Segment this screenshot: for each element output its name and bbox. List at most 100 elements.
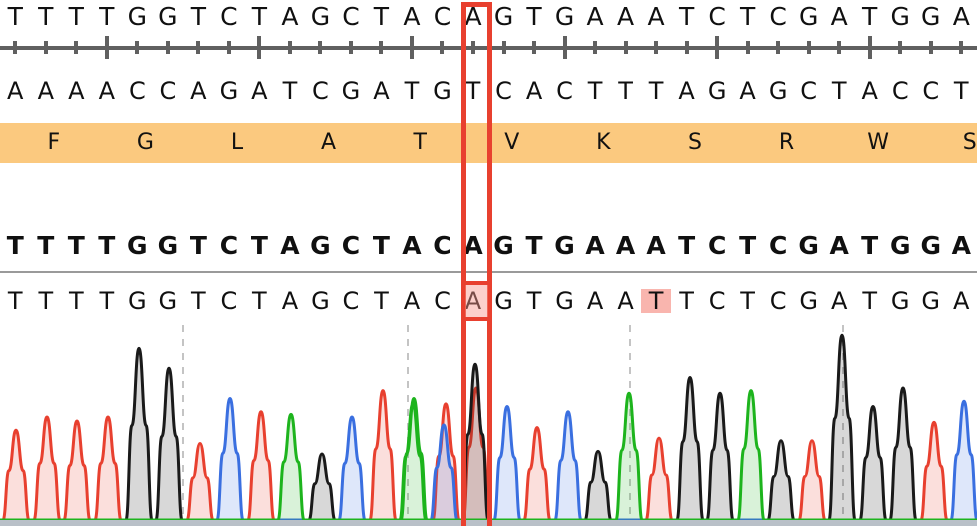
forward-base[interactable]: A <box>830 1 848 31</box>
basecall-base[interactable]: A <box>403 287 421 315</box>
forward-base[interactable]: T <box>862 1 878 31</box>
amino-acid-residue[interactable]: T <box>413 130 427 155</box>
basecall-base[interactable]: T <box>640 289 672 313</box>
consensus-base[interactable]: G <box>798 230 819 260</box>
consensus-base[interactable]: C <box>768 230 788 260</box>
reverse-base[interactable]: C <box>556 77 573 105</box>
reverse-base[interactable]: A <box>251 77 268 105</box>
forward-base[interactable]: A <box>617 1 635 31</box>
consensus-base[interactable]: C <box>219 230 239 260</box>
consensus-base[interactable]: T <box>739 230 757 260</box>
forward-base[interactable]: G <box>310 1 331 31</box>
consensus-base[interactable]: A <box>402 230 422 260</box>
basecall-base[interactable]: T <box>68 287 84 315</box>
consensus-base[interactable]: T <box>37 230 55 260</box>
basecall-base[interactable]: T <box>99 287 115 315</box>
amino-acid-residue[interactable]: A <box>321 130 337 155</box>
basecall-base[interactable]: G <box>158 287 178 315</box>
forward-base[interactable]: T <box>68 1 84 31</box>
forward-base[interactable]: C <box>342 1 360 31</box>
forward-base[interactable]: G <box>554 1 575 31</box>
forward-base[interactable]: T <box>7 1 23 31</box>
reverse-base[interactable]: C <box>312 77 329 105</box>
consensus-base[interactable]: T <box>98 230 116 260</box>
reverse-base[interactable]: A <box>678 77 695 105</box>
consensus-base[interactable]: A <box>951 230 971 260</box>
amino-acid-residue[interactable]: F <box>47 130 61 155</box>
basecall-base[interactable]: C <box>769 287 787 315</box>
forward-base[interactable]: A <box>647 1 665 31</box>
basecall-base[interactable]: T <box>191 287 206 315</box>
reverse-base[interactable]: T <box>648 77 664 105</box>
amino-acid-residue[interactable]: L <box>230 130 244 155</box>
forward-base[interactable]: A <box>586 1 604 31</box>
consensus-base[interactable]: G <box>493 230 514 260</box>
amino-acid-residue[interactable]: R <box>778 130 795 155</box>
consensus-base[interactable]: T <box>372 230 390 260</box>
basecall-base[interactable]: G <box>799 287 818 315</box>
basecall-base[interactable]: G <box>494 287 513 315</box>
basecall-base[interactable]: T <box>679 287 694 315</box>
basecall-base[interactable]: A <box>617 287 634 315</box>
forward-base[interactable]: T <box>373 1 390 31</box>
basecall-base[interactable]: A <box>586 287 604 315</box>
basecall-base[interactable]: T <box>740 287 755 315</box>
forward-base[interactable]: C <box>433 1 452 31</box>
forward-base[interactable]: G <box>798 1 819 31</box>
consensus-base[interactable]: T <box>189 230 207 260</box>
reverse-base[interactable]: A <box>7 77 24 105</box>
consensus-base[interactable]: T <box>250 230 268 260</box>
reverse-base[interactable]: A <box>37 77 54 105</box>
reverse-base[interactable]: T <box>618 77 633 105</box>
consensus-base[interactable]: A <box>280 230 300 260</box>
basecall-base[interactable]: A <box>281 287 299 315</box>
consensus-base[interactable]: A <box>615 230 636 260</box>
reverse-base[interactable]: G <box>433 77 452 105</box>
reverse-base[interactable]: A <box>525 77 543 105</box>
basecall-base[interactable]: A <box>464 287 482 315</box>
forward-base[interactable]: C <box>220 1 238 31</box>
reverse-base[interactable]: C <box>922 77 940 105</box>
basecall-base[interactable]: G <box>555 287 574 315</box>
forward-base[interactable]: C <box>708 1 726 31</box>
reverse-base[interactable]: A <box>739 77 756 105</box>
consensus-base[interactable]: G <box>889 230 911 260</box>
basecall-base[interactable]: T <box>7 287 23 315</box>
consensus-base[interactable]: G <box>554 230 575 260</box>
forward-base[interactable]: A <box>403 1 421 31</box>
reverse-base[interactable]: A <box>861 77 878 105</box>
reverse-base[interactable]: G <box>219 77 239 105</box>
basecall-base[interactable]: C <box>220 287 238 315</box>
amino-acid-residue[interactable]: V <box>504 130 520 155</box>
basecall-base[interactable]: A <box>830 287 848 315</box>
amino-acid-residue[interactable]: K <box>596 130 611 155</box>
forward-base[interactable]: G <box>127 1 147 31</box>
amino-acid-residue[interactable]: S <box>687 130 702 155</box>
amino-acid-residue[interactable]: S <box>962 130 977 155</box>
forward-base[interactable]: A <box>952 1 970 31</box>
basecall-base[interactable]: C <box>434 287 451 315</box>
consensus-base[interactable]: A <box>646 230 666 260</box>
reverse-base[interactable]: A <box>373 77 390 105</box>
basecall-base[interactable]: T <box>862 287 878 315</box>
sanger-trace-chart[interactable] <box>0 325 977 526</box>
forward-base[interactable]: A <box>464 1 482 31</box>
consensus-base[interactable]: T <box>678 230 696 260</box>
consensus-base[interactable]: A <box>829 230 849 260</box>
reverse-base[interactable]: C <box>800 77 818 105</box>
consensus-base[interactable]: T <box>525 230 543 260</box>
basecall-base[interactable]: T <box>526 287 542 315</box>
forward-base[interactable]: T <box>526 1 542 31</box>
forward-base[interactable]: T <box>99 1 115 31</box>
forward-base[interactable]: T <box>678 1 695 31</box>
basecall-base[interactable]: G <box>921 287 941 315</box>
forward-base[interactable]: G <box>921 1 941 31</box>
reverse-base[interactable]: G <box>707 77 727 105</box>
reverse-base[interactable]: G <box>768 77 788 105</box>
consensus-base[interactable]: T <box>67 230 85 260</box>
forward-base[interactable]: G <box>890 1 910 31</box>
forward-base[interactable]: T <box>38 1 54 31</box>
consensus-base[interactable]: A <box>585 230 605 260</box>
basecall-base[interactable]: C <box>708 287 726 315</box>
basecall-base[interactable]: G <box>311 287 330 315</box>
